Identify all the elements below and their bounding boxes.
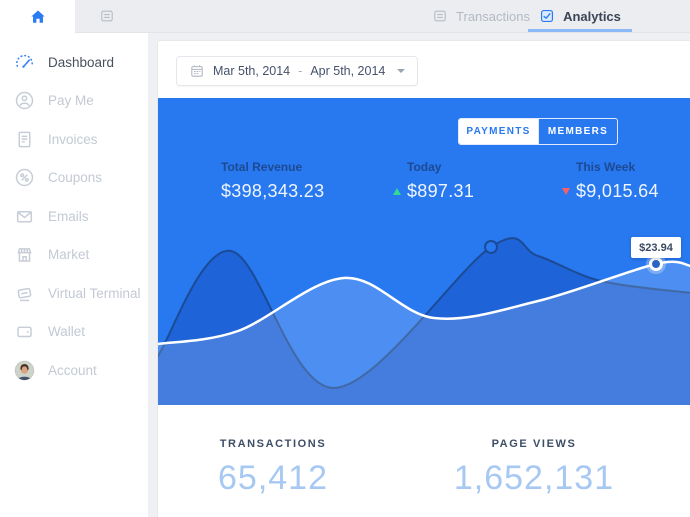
date-range-separator: -: [298, 64, 303, 78]
sidebar-item-label: Pay Me: [48, 93, 94, 109]
payments-area-chart[interactable]: [158, 98, 690, 405]
transactions-list-icon: [432, 8, 448, 24]
gauge-icon: [14, 52, 35, 73]
members-toggle-button[interactable]: MEMBERS: [538, 119, 617, 144]
avatar: [14, 360, 35, 381]
date-range-start: Mar 5th, 2014: [213, 64, 291, 78]
payments-members-toggle: PAYMENTS MEMBERS: [458, 118, 618, 145]
storefront-icon: [14, 244, 35, 265]
sidebar-item-invoices[interactable]: Invoices: [0, 120, 148, 159]
card-terminal-icon: [14, 283, 35, 304]
bottom-stat-transactions: TRANSACTIONS 65,412: [163, 438, 383, 498]
sidebar-item-account[interactable]: Account: [0, 351, 148, 390]
sidebar-item-label: Virtual Terminal: [48, 285, 141, 301]
analytics-checkbox-icon: [539, 8, 555, 24]
envelope-icon: [14, 206, 35, 227]
stat-label: This Week: [576, 160, 636, 174]
stat-total-revenue: Total Revenue $398,343.23: [221, 160, 324, 202]
home-icon: [29, 8, 47, 26]
trend-up-icon: [393, 188, 401, 195]
invoice-icon: [14, 129, 35, 150]
chart-point-tooltip: $23.94: [631, 237, 681, 258]
sidebar-item-virtual-terminal[interactable]: Virtual Terminal: [0, 274, 148, 313]
bottom-stat-label: TRANSACTIONS: [219, 438, 327, 450]
sidebar-item-pay-me[interactable]: Pay Me: [0, 82, 148, 121]
calendar-icon: [189, 63, 205, 79]
menu-tab[interactable]: [75, 0, 139, 32]
sidebar-item-label: Dashboard: [48, 54, 115, 70]
top-bar: Transactions Analytics: [0, 0, 690, 33]
person-circle-icon: [14, 90, 35, 111]
tab-analytics-label: Analytics: [563, 8, 621, 24]
tab-transactions[interactable]: Transactions: [428, 0, 534, 32]
top-bar-background: Transactions Analytics: [75, 0, 690, 33]
sidebar-item-coupons[interactable]: Coupons: [0, 159, 148, 198]
stat-today: Today $897.31: [393, 160, 474, 202]
payments-toggle-button[interactable]: PAYMENTS: [459, 119, 538, 144]
stat-value: $9,015.64: [576, 181, 659, 201]
sidebar-item-wallet[interactable]: Wallet: [0, 313, 148, 352]
percent-circle-icon: [14, 167, 35, 188]
stat-label: Today: [407, 160, 442, 174]
bottom-stat-page-views: PAGE VIEWS 1,652,131: [424, 438, 644, 498]
bottom-stat-label: PAGE VIEWS: [491, 438, 577, 450]
analytics-panel: PAYMENTS MEMBERS Total Revenue $398,343.…: [158, 98, 690, 405]
sidebar-item-market[interactable]: Market: [0, 236, 148, 275]
chevron-down-icon: [397, 69, 406, 73]
sidebar-item-label: Invoices: [48, 131, 98, 147]
date-range-end: Apr 5th, 2014: [310, 64, 386, 78]
stat-label: Total Revenue: [221, 160, 303, 174]
sidebar-item-label: Coupons: [48, 170, 103, 186]
trend-down-icon: [562, 188, 570, 195]
sidebar: Dashboard Pay Me Invoices: [0, 33, 148, 517]
tab-transactions-label: Transactions: [456, 8, 530, 24]
sidebar-item-dashboard[interactable]: Dashboard: [0, 43, 148, 82]
stat-value: $398,343.23: [221, 181, 325, 201]
wallet-icon: [14, 321, 35, 342]
date-range-picker[interactable]: Mar 5th, 2014 - Apr 5th, 2014: [176, 56, 419, 86]
sidebar-item-label: Emails: [48, 208, 89, 224]
home-tab[interactable]: [0, 0, 75, 33]
tab-analytics[interactable]: Analytics: [528, 0, 632, 32]
sidebar-item-label: Market: [48, 247, 90, 263]
bottom-stat-value: 1,652,131: [453, 459, 615, 497]
sidebar-item-emails[interactable]: Emails: [0, 197, 148, 236]
stat-value: $897.31: [407, 181, 475, 201]
stat-this-week: This Week $9,015.64: [562, 160, 659, 202]
bottom-stat-value: 65,412: [218, 459, 328, 497]
list-icon: [99, 8, 115, 24]
main-card: Mar 5th, 2014 - Apr 5th, 2014 PAYMENTS M…: [157, 40, 690, 517]
sidebar-item-label: Wallet: [48, 324, 86, 340]
sidebar-item-label: Account: [48, 362, 97, 378]
bottom-stats-section: TRANSACTIONS 65,412 PAGE VIEWS 1,652,131: [158, 405, 690, 517]
